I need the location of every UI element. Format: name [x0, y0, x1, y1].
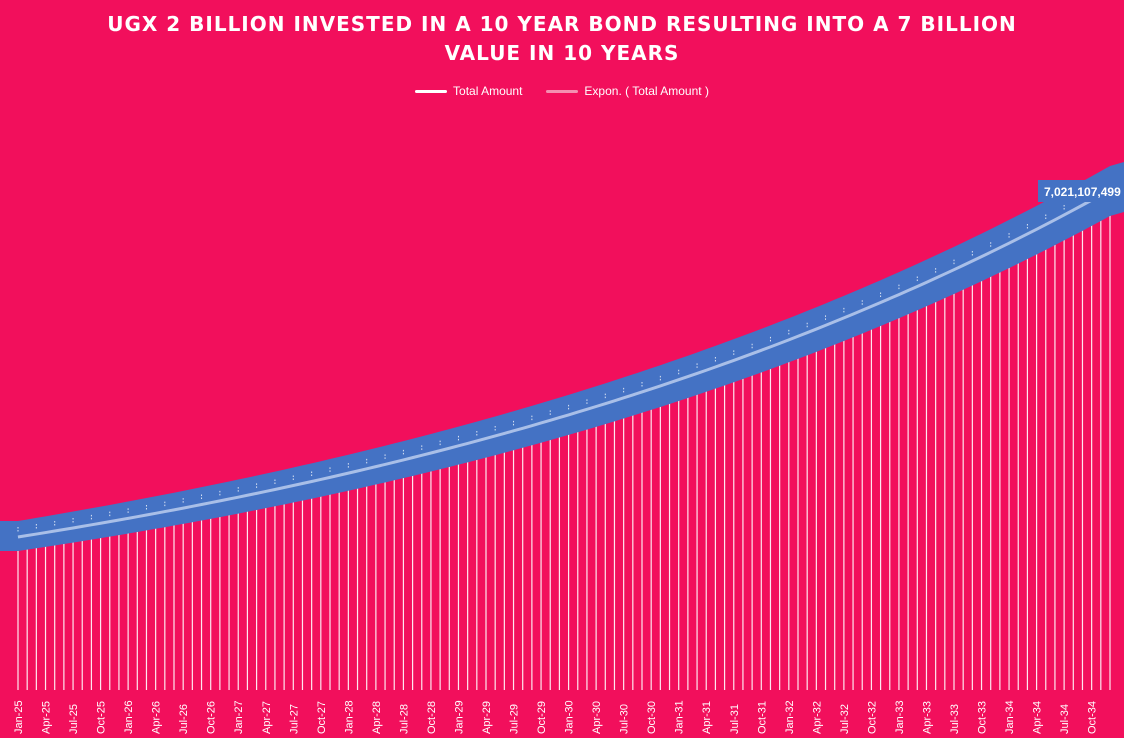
x-tick-label: Apr-28 [371, 701, 383, 734]
x-tick-label: Jan-27 [233, 700, 245, 734]
x-tick-label: Jan-25 [13, 700, 25, 734]
x-tick-label: Jan-28 [343, 700, 355, 734]
x-tick-label: Apr-34 [1032, 701, 1044, 734]
x-tick-label: Jul-27 [288, 704, 300, 734]
x-tick-label: Jul-30 [619, 704, 631, 734]
x-tick-label: Jul-28 [398, 704, 410, 734]
x-tick-label: Jul-33 [949, 704, 961, 734]
end-label-box [1038, 180, 1124, 202]
x-tick-label: Apr-30 [591, 701, 603, 734]
x-tick-label: Oct-33 [977, 701, 989, 734]
drop-lines [17, 198, 1111, 690]
x-tick-label: Oct-26 [206, 701, 218, 734]
x-tick-label: Oct-29 [536, 701, 548, 734]
x-tick-label: Jan-26 [123, 700, 135, 734]
x-tick-label: Jul-34 [1059, 704, 1071, 734]
x-tick-label: Oct-25 [96, 701, 108, 734]
x-tick-label: Oct-32 [866, 701, 878, 734]
x-tick-label: Oct-30 [646, 701, 658, 734]
series-line-total-amount [17, 189, 1111, 538]
x-tick-label: Jan-32 [784, 700, 796, 734]
x-tick-label: Apr-26 [151, 701, 163, 734]
x-tick-label: Jan-29 [453, 700, 465, 734]
x-tick-label: Apr-27 [261, 701, 273, 734]
end-data-label: 7,021,107,499 [1044, 185, 1121, 199]
x-tick-label: Jul-32 [839, 704, 851, 734]
x-tick-label: Jan-34 [1004, 700, 1016, 734]
x-tick-label: Jan-31 [674, 700, 686, 734]
x-tick-label: Jan-30 [564, 700, 576, 734]
x-tick-label: Apr-25 [41, 701, 53, 734]
x-tick-label: Jul-31 [729, 704, 741, 734]
x-tick-label: Apr-29 [481, 701, 493, 734]
x-tick-label: Jul-29 [509, 704, 521, 734]
x-tick-label: Oct-27 [316, 701, 328, 734]
x-tick-label: Apr-33 [921, 701, 933, 734]
x-tick-label: Oct-34 [1087, 701, 1099, 734]
legend-item-expon-trend: Expon. ( Total Amount ) [546, 84, 709, 98]
x-tick-label: Jul-26 [178, 704, 190, 734]
legend-label-expon-trend: Expon. ( Total Amount ) [584, 84, 709, 98]
x-tick-label: Oct-31 [756, 701, 768, 734]
legend-swatch-expon-trend [546, 89, 579, 93]
x-tick-label: Apr-32 [811, 701, 823, 734]
x-tick-label: Oct-28 [426, 701, 438, 734]
data-label-band [0, 162, 1124, 551]
series-line-expon-trend [17, 188, 1111, 539]
x-tick-label: Apr-31 [701, 701, 713, 734]
legend-label-total-amount: Total Amount [453, 84, 523, 98]
chart-title: UGX 2 BILLION INVESTED IN A 10 YEAR BOND… [0, 10, 1124, 68]
chart-title-line-2: VALUE IN 10 YEARS [444, 41, 680, 65]
x-tick-label: Jan-33 [894, 700, 906, 734]
chart-title-line-1: UGX 2 BILLION INVESTED IN A 10 YEAR BOND… [107, 12, 1017, 36]
legend-item-total-amount: Total Amount [415, 84, 522, 98]
chart-legend: Total Amount Expon. ( Total Amount ) [0, 84, 1124, 98]
legend-swatch-total-amount [415, 89, 448, 93]
x-tick-label: Jul-25 [68, 704, 80, 734]
